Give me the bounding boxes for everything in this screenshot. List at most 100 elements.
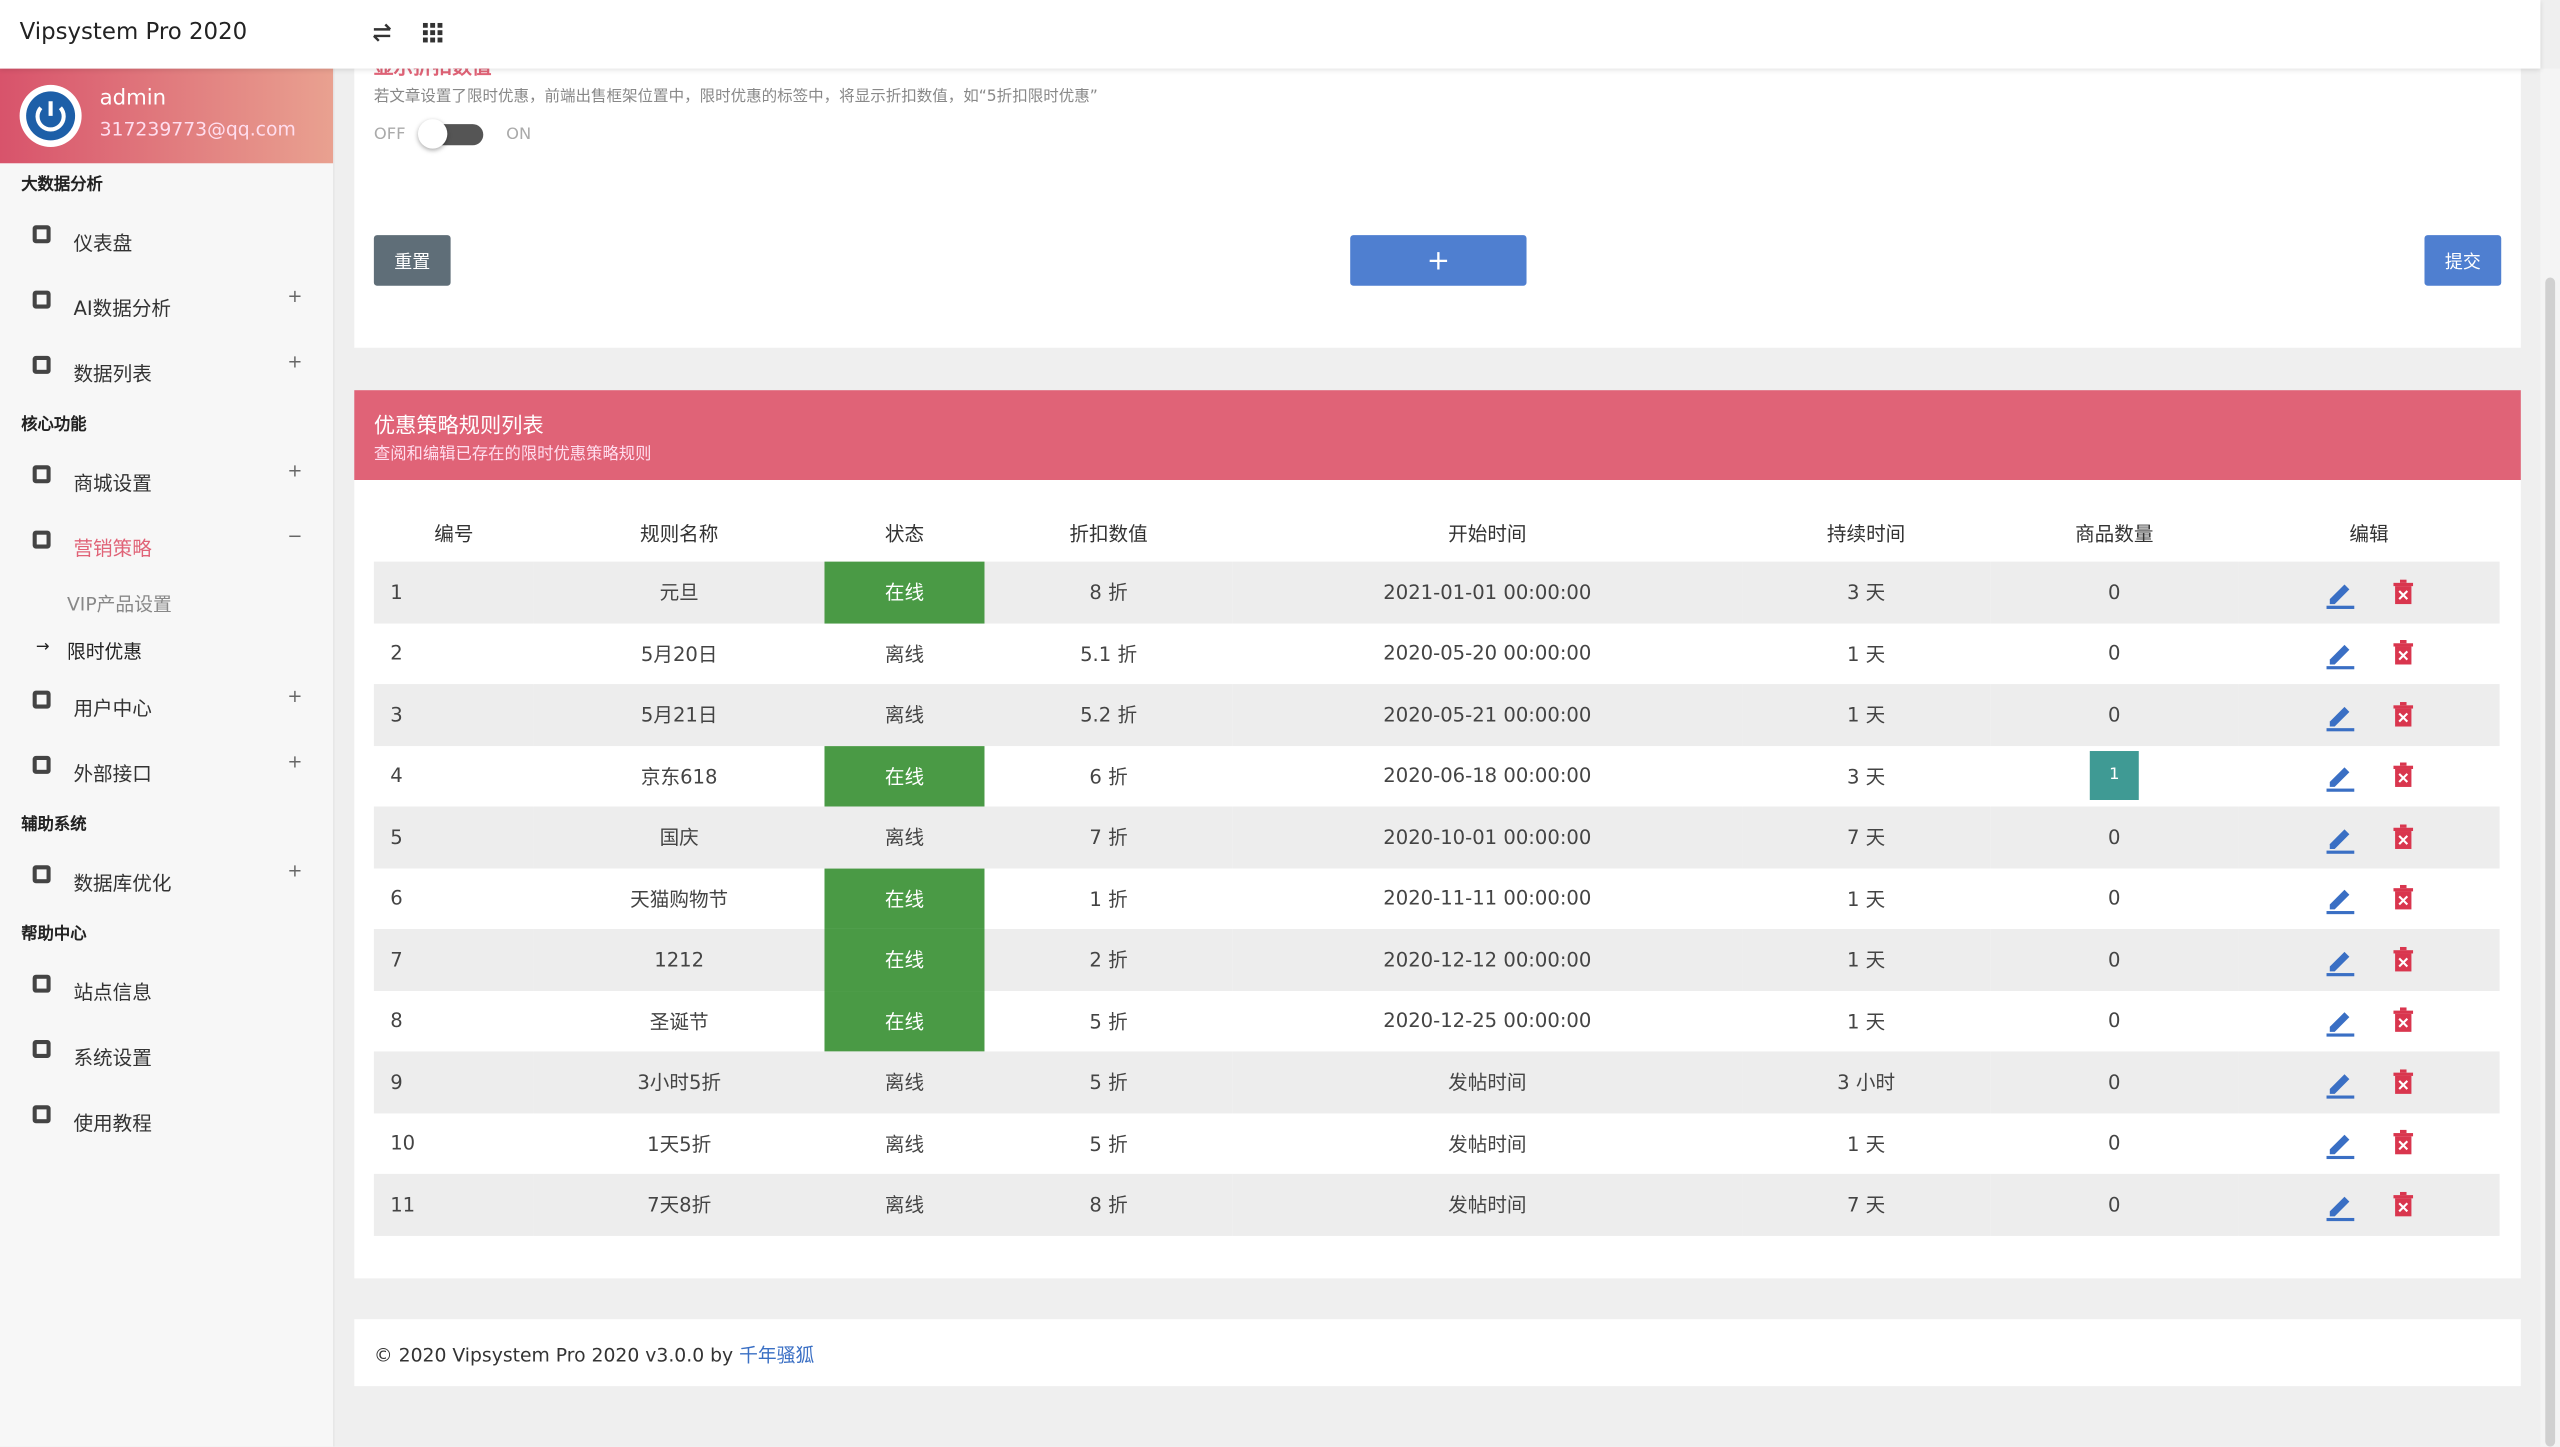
nav-icon (32, 1039, 51, 1058)
delete-icon[interactable] (2392, 946, 2415, 973)
nav-item[interactable]: AI数据分析 + (0, 273, 333, 338)
cell-text: 3小时5折 (637, 1071, 722, 1095)
table-cell: 1 天 (1742, 929, 1990, 990)
section-title: 帮助中心 (21, 925, 87, 944)
table-row: 9 3小时5折 离线 5 折 发帖时间 3 小时 0 (373, 1051, 2500, 1113)
apps-icon[interactable] (422, 22, 443, 43)
table-cell: 5.1 折 (984, 623, 1232, 684)
nav-toggle: + (287, 351, 303, 373)
edit-icon[interactable] (2323, 1127, 2356, 1160)
table-cell: 发帖时间 (1233, 1051, 1742, 1112)
table-cell: 5 折 (984, 990, 1232, 1051)
table-cell: 11 (374, 1174, 534, 1235)
table-cell: 在线 (824, 745, 985, 807)
table-cell: 5月21日 (534, 684, 825, 745)
cell-text: 1 天 (1846, 1132, 1886, 1156)
nav-icon (32, 974, 51, 993)
table-row: 6 天猫购物节 在线 1 折 2020-11-11 00:00:00 1 天 0 (373, 867, 2500, 929)
cell-text: 离线 (884, 704, 925, 727)
cell-text: 京东618 (640, 765, 718, 789)
table-cell: 天猫购物节 (534, 868, 825, 929)
table-cell: 5月20日 (534, 623, 825, 684)
nav-item[interactable]: 数据库优化 + (0, 847, 333, 912)
table-cell: 发帖时间 (1233, 1174, 1742, 1235)
nav-item[interactable]: 外部接口 + (0, 738, 333, 803)
table-cell: 在线 (824, 867, 985, 929)
nav-subitem[interactable]: VIP产品设置 (0, 578, 333, 625)
edit-icon[interactable] (2323, 637, 2356, 670)
table-cell: 在线 (824, 990, 985, 1052)
table-cell: 7 折 (984, 807, 1232, 868)
edit-cell (2238, 929, 2499, 990)
delete-icon[interactable] (2392, 1007, 2415, 1034)
nav-subitem[interactable]: → 限时优惠 (0, 625, 333, 672)
nav-label: 营销策略 (73, 537, 152, 560)
scroll-thumb[interactable] (2545, 277, 2556, 1447)
nav-item[interactable]: 仪表盘 (0, 207, 333, 272)
delete-icon[interactable] (2392, 1191, 2415, 1217)
edit-icon[interactable] (2323, 882, 2356, 915)
cell-text: 圣诞节 (649, 1010, 709, 1034)
edit-icon[interactable] (2323, 576, 2356, 609)
count-badge[interactable]: 1 (2089, 751, 2139, 801)
table-cell: 在线 (824, 928, 985, 991)
nav: 大数据分析 仪表盘 AI数据分析 + 数据列表 + 核心功能 商城设置 + 营销策略 − VIP产品设… (0, 163, 333, 1152)
nav-item[interactable]: 商城设置 + (0, 447, 333, 512)
edit-icon[interactable] (2323, 1188, 2356, 1221)
delete-icon[interactable] (2392, 701, 2415, 728)
toggle[interactable] (417, 119, 484, 149)
cell-text: 2020-11-11 00:00:00 (1383, 886, 1592, 910)
user-name: admin (99, 86, 167, 112)
table-cell: 6 (374, 868, 534, 929)
table-cell: 2021-01-01 00:00:00 (1233, 562, 1742, 623)
nav-toggle: + (287, 460, 303, 482)
nav-item[interactable]: 用户中心 + (0, 673, 333, 738)
edit-icon[interactable] (2323, 1066, 2356, 1099)
table-cell: 0 (1990, 929, 2238, 990)
delete-icon[interactable] (2392, 640, 2415, 666)
nav-icon (32, 290, 51, 309)
table-cell: 5 (374, 807, 534, 868)
nav-item[interactable]: 站点信息 (0, 957, 333, 1022)
table-cell: 圣诞节 (534, 990, 825, 1051)
table-cell: 1天5折 (534, 1113, 825, 1174)
table-cell: 3小时5折 (534, 1051, 825, 1112)
brand: Vipsystem Pro 2020 (19, 19, 248, 46)
swap-icon[interactable] (371, 21, 394, 44)
table-cell: 离线 (824, 684, 984, 745)
edit-icon[interactable] (2323, 821, 2356, 854)
delete-icon[interactable] (2392, 579, 2415, 605)
table-row: 5 国庆 离线 7 折 2020-10-01 00:00:00 7 天 0 (373, 806, 2500, 868)
table-card: 编号 规则名称 状态 折扣数值 开始时间 持续时间 商品数量 编辑 1 元旦 在线 8 折 2021-0… (354, 479, 2521, 1279)
reset-button[interactable]: 重置 (373, 235, 451, 286)
add-button[interactable]: + (1350, 235, 1527, 286)
edit-icon[interactable] (2323, 698, 2356, 732)
edit-cell (2238, 807, 2499, 868)
nav-item[interactable]: 系统设置 (0, 1022, 333, 1087)
edit-icon[interactable] (2323, 1004, 2356, 1038)
edit-cell (2238, 562, 2499, 623)
cell-text: 7 天 (1846, 826, 1886, 850)
delete-icon[interactable] (2392, 1130, 2415, 1156)
table-cell: 1 天 (1742, 868, 1990, 929)
submit-button[interactable]: 提交 (2424, 235, 2502, 286)
delete-icon[interactable] (2392, 885, 2415, 911)
delete-icon[interactable] (2392, 1068, 2415, 1095)
table-cell: 1 (1990, 745, 2238, 806)
scrollbar (2540, 68, 2560, 1447)
edit-cell (2238, 1113, 2499, 1174)
cell-text: 天猫购物节 (630, 887, 729, 911)
user-email: 317239773@qq.com (99, 117, 296, 141)
delete-icon[interactable] (2392, 824, 2415, 850)
edit-icon[interactable] (2323, 760, 2356, 793)
nav-item[interactable]: 数据列表 + (0, 338, 333, 403)
nav-item[interactable]: 使用教程 (0, 1087, 333, 1152)
nav-prefix: → (35, 638, 50, 657)
footer-link[interactable]: 千年骚狐 (739, 1343, 815, 1367)
delete-icon[interactable] (2392, 762, 2415, 789)
nav-item[interactable]: 营销策略 − (0, 513, 333, 578)
table-cell: 元旦 (534, 562, 825, 623)
edit-icon[interactable] (2323, 943, 2356, 976)
rule-id: 5 (390, 825, 403, 849)
